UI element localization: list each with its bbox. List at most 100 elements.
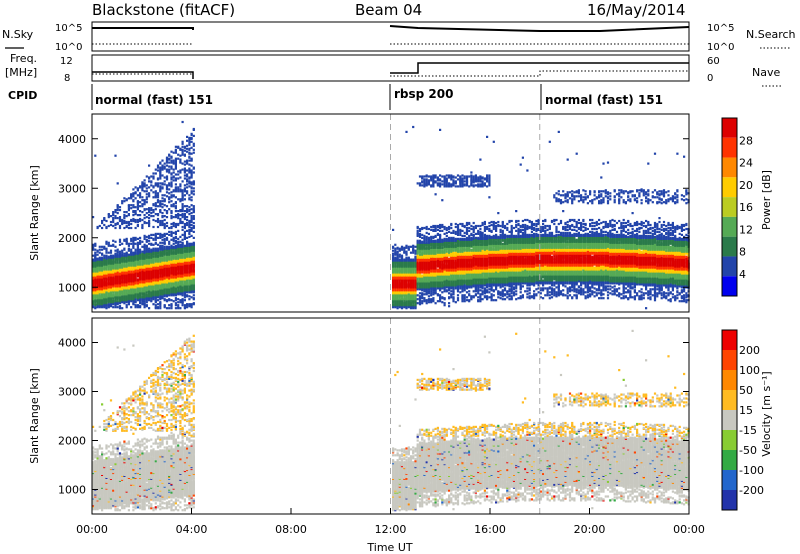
power-cell [183, 184, 186, 187]
power-cell [174, 165, 177, 168]
power-cell [441, 249, 444, 252]
power-cell [186, 150, 189, 153]
power-cell [145, 301, 148, 304]
power-cell [114, 266, 117, 269]
power-cell [165, 159, 169, 162]
power-cell [190, 157, 193, 160]
power-cell [445, 289, 448, 292]
power-cell [430, 292, 433, 295]
power-cell [152, 225, 155, 229]
power-cell [159, 187, 162, 190]
power-cell [170, 238, 173, 241]
power-cell [141, 211, 144, 214]
power-cell [170, 196, 173, 199]
power-cell [112, 213, 115, 216]
power-cell [141, 225, 144, 229]
power-cell [168, 168, 171, 171]
power-cell [407, 245, 410, 248]
power-cell [161, 186, 164, 189]
power-cell [125, 237, 128, 240]
power-cell [192, 236, 195, 239]
power-cell [452, 236, 455, 239]
power-cell [183, 153, 186, 156]
power-cell [414, 245, 417, 248]
power-cell [154, 208, 157, 211]
power-cell [161, 221, 164, 225]
power-cell [165, 216, 169, 219]
power-cell [112, 293, 115, 296]
power-cell [190, 223, 193, 227]
power-cell [432, 178, 435, 181]
power-cell [165, 205, 169, 208]
power-cell [172, 245, 175, 248]
power-cell [183, 299, 186, 302]
power-cell [181, 220, 184, 224]
power-cell [168, 196, 171, 199]
power-cell [443, 263, 446, 266]
power-cell [439, 300, 442, 303]
power-cell [116, 182, 119, 185]
power-cell [170, 176, 173, 179]
power-cell [156, 166, 160, 169]
power-cell [181, 192, 184, 195]
power-cell [179, 160, 182, 163]
power-cell [450, 236, 453, 239]
power-cell [132, 204, 135, 207]
power-cell [190, 136, 193, 139]
power-cell [159, 244, 162, 247]
power-cell [183, 187, 186, 190]
power-cell [445, 226, 448, 230]
power-cell [188, 151, 191, 154]
power-cell [170, 274, 173, 277]
power-cell [121, 280, 124, 283]
power-cell [174, 302, 177, 305]
power-cell [190, 196, 193, 199]
noise-traces [92, 25, 690, 45]
power-cell [192, 268, 195, 271]
power-cell [150, 209, 153, 212]
power-cell [177, 271, 180, 274]
power-cell [125, 215, 128, 218]
power-cell [418, 175, 422, 178]
power-cell [152, 196, 155, 199]
power-cell [409, 258, 413, 261]
power-cell [405, 288, 408, 291]
noise-right-tick-top: 10^5 [707, 23, 734, 34]
power-cell [425, 241, 428, 244]
power-cell [123, 238, 126, 241]
power-cell [112, 243, 115, 246]
power-cell [425, 180, 428, 183]
power-cell [165, 221, 169, 225]
nsearch-label: N.Search [746, 28, 796, 41]
power-cell [94, 242, 97, 245]
power-cell [439, 298, 442, 301]
power-cell [154, 202, 157, 205]
power-cell [432, 176, 435, 179]
power-cell [427, 279, 430, 282]
freq-label-line1: Freq. [10, 52, 37, 65]
power-cell [439, 237, 442, 240]
power-cell [148, 221, 151, 225]
power-cell [192, 127, 195, 131]
power-cell [190, 208, 193, 211]
power-cell [130, 283, 133, 286]
power-cell [130, 237, 133, 240]
power-cell [421, 300, 424, 303]
power-cell [183, 296, 186, 299]
power-cell [450, 231, 453, 234]
power-cell [116, 250, 119, 253]
power-cell [156, 271, 160, 274]
power-cell [159, 161, 162, 164]
power-cell [436, 263, 439, 266]
power-cell [159, 182, 162, 185]
power-cell [179, 171, 182, 174]
power-cell [161, 206, 164, 209]
power-cell [130, 250, 133, 253]
power-cell [141, 181, 144, 184]
power-cell [152, 172, 155, 175]
power-cell [186, 173, 189, 176]
cpid-segment-2: rbsp 200 [394, 87, 453, 101]
power-cell [436, 268, 439, 271]
power-cell [179, 198, 182, 201]
